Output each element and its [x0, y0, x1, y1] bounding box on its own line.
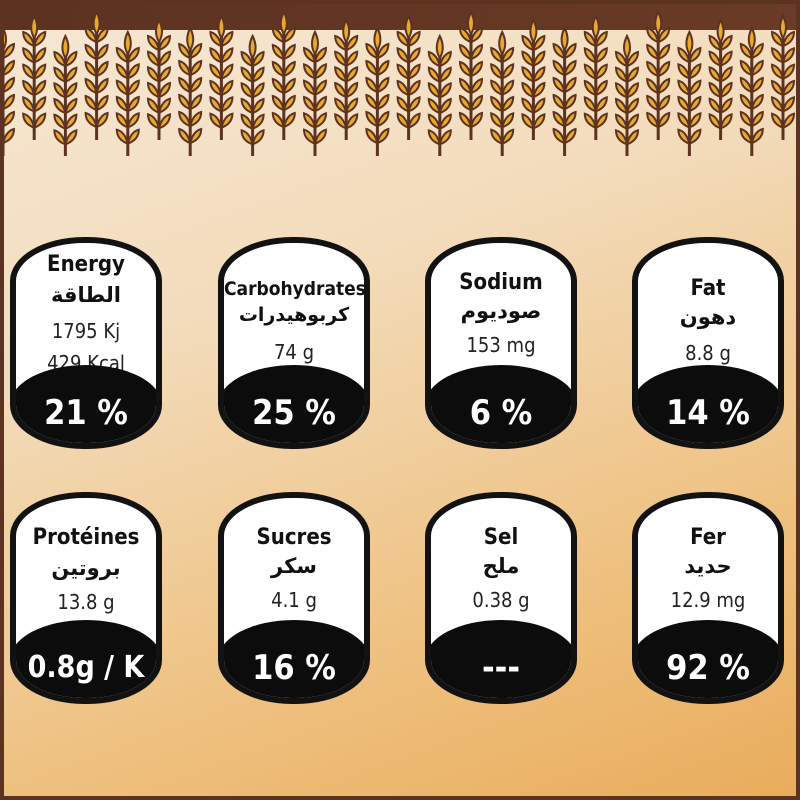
wheat-ear-icon: [0, 25, 16, 156]
wheat-ear-icon: [396, 13, 421, 140]
percent-badge: [16, 365, 156, 443]
nutrient-title: Fer: [690, 525, 726, 550]
wheat-ear-icon: [146, 17, 172, 140]
wheat-ear-icon: [646, 9, 671, 140]
nutrient-card-sucres: Sucres سكر 4.1 g 16 %: [218, 492, 370, 704]
nutrient-arabic-label: حديد: [684, 554, 732, 578]
percent-badge: [224, 620, 364, 698]
wheat-ear-icon: [209, 13, 234, 140]
wheat-ear-icon: [739, 25, 764, 156]
nutrient-arabic-label: الطاقة: [51, 283, 121, 307]
percent-badge: [224, 365, 364, 443]
percent-value: 0.8g / K: [27, 650, 145, 685]
nutrient-title: Carbohydrates: [224, 278, 366, 300]
percent-badge: [638, 620, 778, 698]
wheat-ear-icon: [334, 17, 359, 140]
percent-value: 21 %: [44, 393, 128, 433]
wheat-banner: [0, 0, 800, 156]
wheat-ear-icon: [365, 25, 390, 156]
nutrient-card-sodium: Sodium صوديوم 153 mg 6 %: [425, 237, 577, 449]
nutrient-value: 12.9 mg: [670, 588, 746, 612]
nutrient-value: 0.38 g: [472, 588, 530, 612]
nutrient-value: 153 mg: [466, 333, 536, 357]
wheat-ear-icon: [53, 33, 78, 156]
wheat-ear-icon: [521, 17, 546, 140]
wheat-ear-icon: [240, 33, 265, 156]
wheat-ear-icon: [271, 9, 296, 140]
nutrient-arabic-label: دهون: [679, 305, 737, 329]
nutrient-title: Sucres: [256, 525, 332, 550]
percent-value: 6 %: [469, 393, 533, 433]
nutrient-card-energy: Energy الطاقة 1795 Kj 429 Kcal 21 %: [10, 237, 162, 449]
wheat-ear-icon: [614, 33, 640, 156]
nutrient-title: Sodium: [459, 270, 543, 295]
percent-value: 92 %: [666, 648, 750, 688]
percent-value: 16 %: [252, 648, 336, 688]
nutrient-value: 13.8 g: [57, 590, 115, 614]
nutrient-card-carbohydrates: Carbohydrates كربوهيدرات 74 g 25 %: [218, 237, 370, 449]
wheat-ear-icon: [84, 9, 109, 140]
nutrient-title: Energy: [47, 252, 125, 277]
nutrient-arabic-label: ملح: [482, 554, 520, 578]
nutrient-card-sel: Sel ملح 0.38 g ---: [425, 492, 577, 704]
nutrient-value: 74 g: [273, 340, 315, 364]
nutrient-title: Sel: [483, 525, 519, 550]
nutrient-title: Fat: [690, 276, 726, 301]
wheat-ear-icon: [427, 33, 452, 156]
wheat-ear-icon: [115, 29, 140, 156]
percent-value: 14 %: [666, 393, 750, 433]
wheat-ear-icon: [677, 29, 702, 156]
nutrient-arabic-label: بروتين: [51, 556, 121, 580]
nutrient-value: 1795 Kj: [51, 319, 121, 343]
nutrient-value: 8.8 g: [685, 341, 731, 365]
wheat-ear-icon: [708, 17, 733, 140]
wheat-ear-icon: [770, 13, 796, 140]
wheat-ear-icon: [583, 13, 608, 140]
nutrient-arabic-label: كربوهيدرات: [238, 304, 350, 326]
percent-value: 25 %: [252, 393, 336, 433]
percent-badge: [431, 620, 571, 698]
wheat-ear-icon: [178, 25, 203, 156]
percent-badge: [16, 620, 156, 698]
nutrient-value: 4.1 g: [271, 588, 317, 612]
wheat-ear-icon: [552, 25, 577, 156]
wheat-ear-icon: [490, 29, 515, 156]
nutrient-card-fat: Fat دهون 8.8 g 14 %: [632, 237, 784, 449]
wheat-ear-icon: [458, 9, 484, 140]
wheat-ear-icon: [22, 13, 47, 140]
percent-value: ---: [481, 648, 521, 688]
nutrient-card-fer: Fer حديد 12.9 mg 92 %: [632, 492, 784, 704]
nutrient-arabic-label: سكر: [271, 554, 317, 578]
nutrient-card-proteines: Protéines بروتين 13.8 g 0.8g / K: [10, 492, 162, 704]
nutrient-title: Protéines: [32, 525, 140, 550]
percent-badge: [638, 365, 778, 443]
nutrient-arabic-label: صوديوم: [460, 299, 542, 323]
wheat-ear-icon: [302, 29, 328, 156]
percent-badge: [431, 365, 571, 443]
